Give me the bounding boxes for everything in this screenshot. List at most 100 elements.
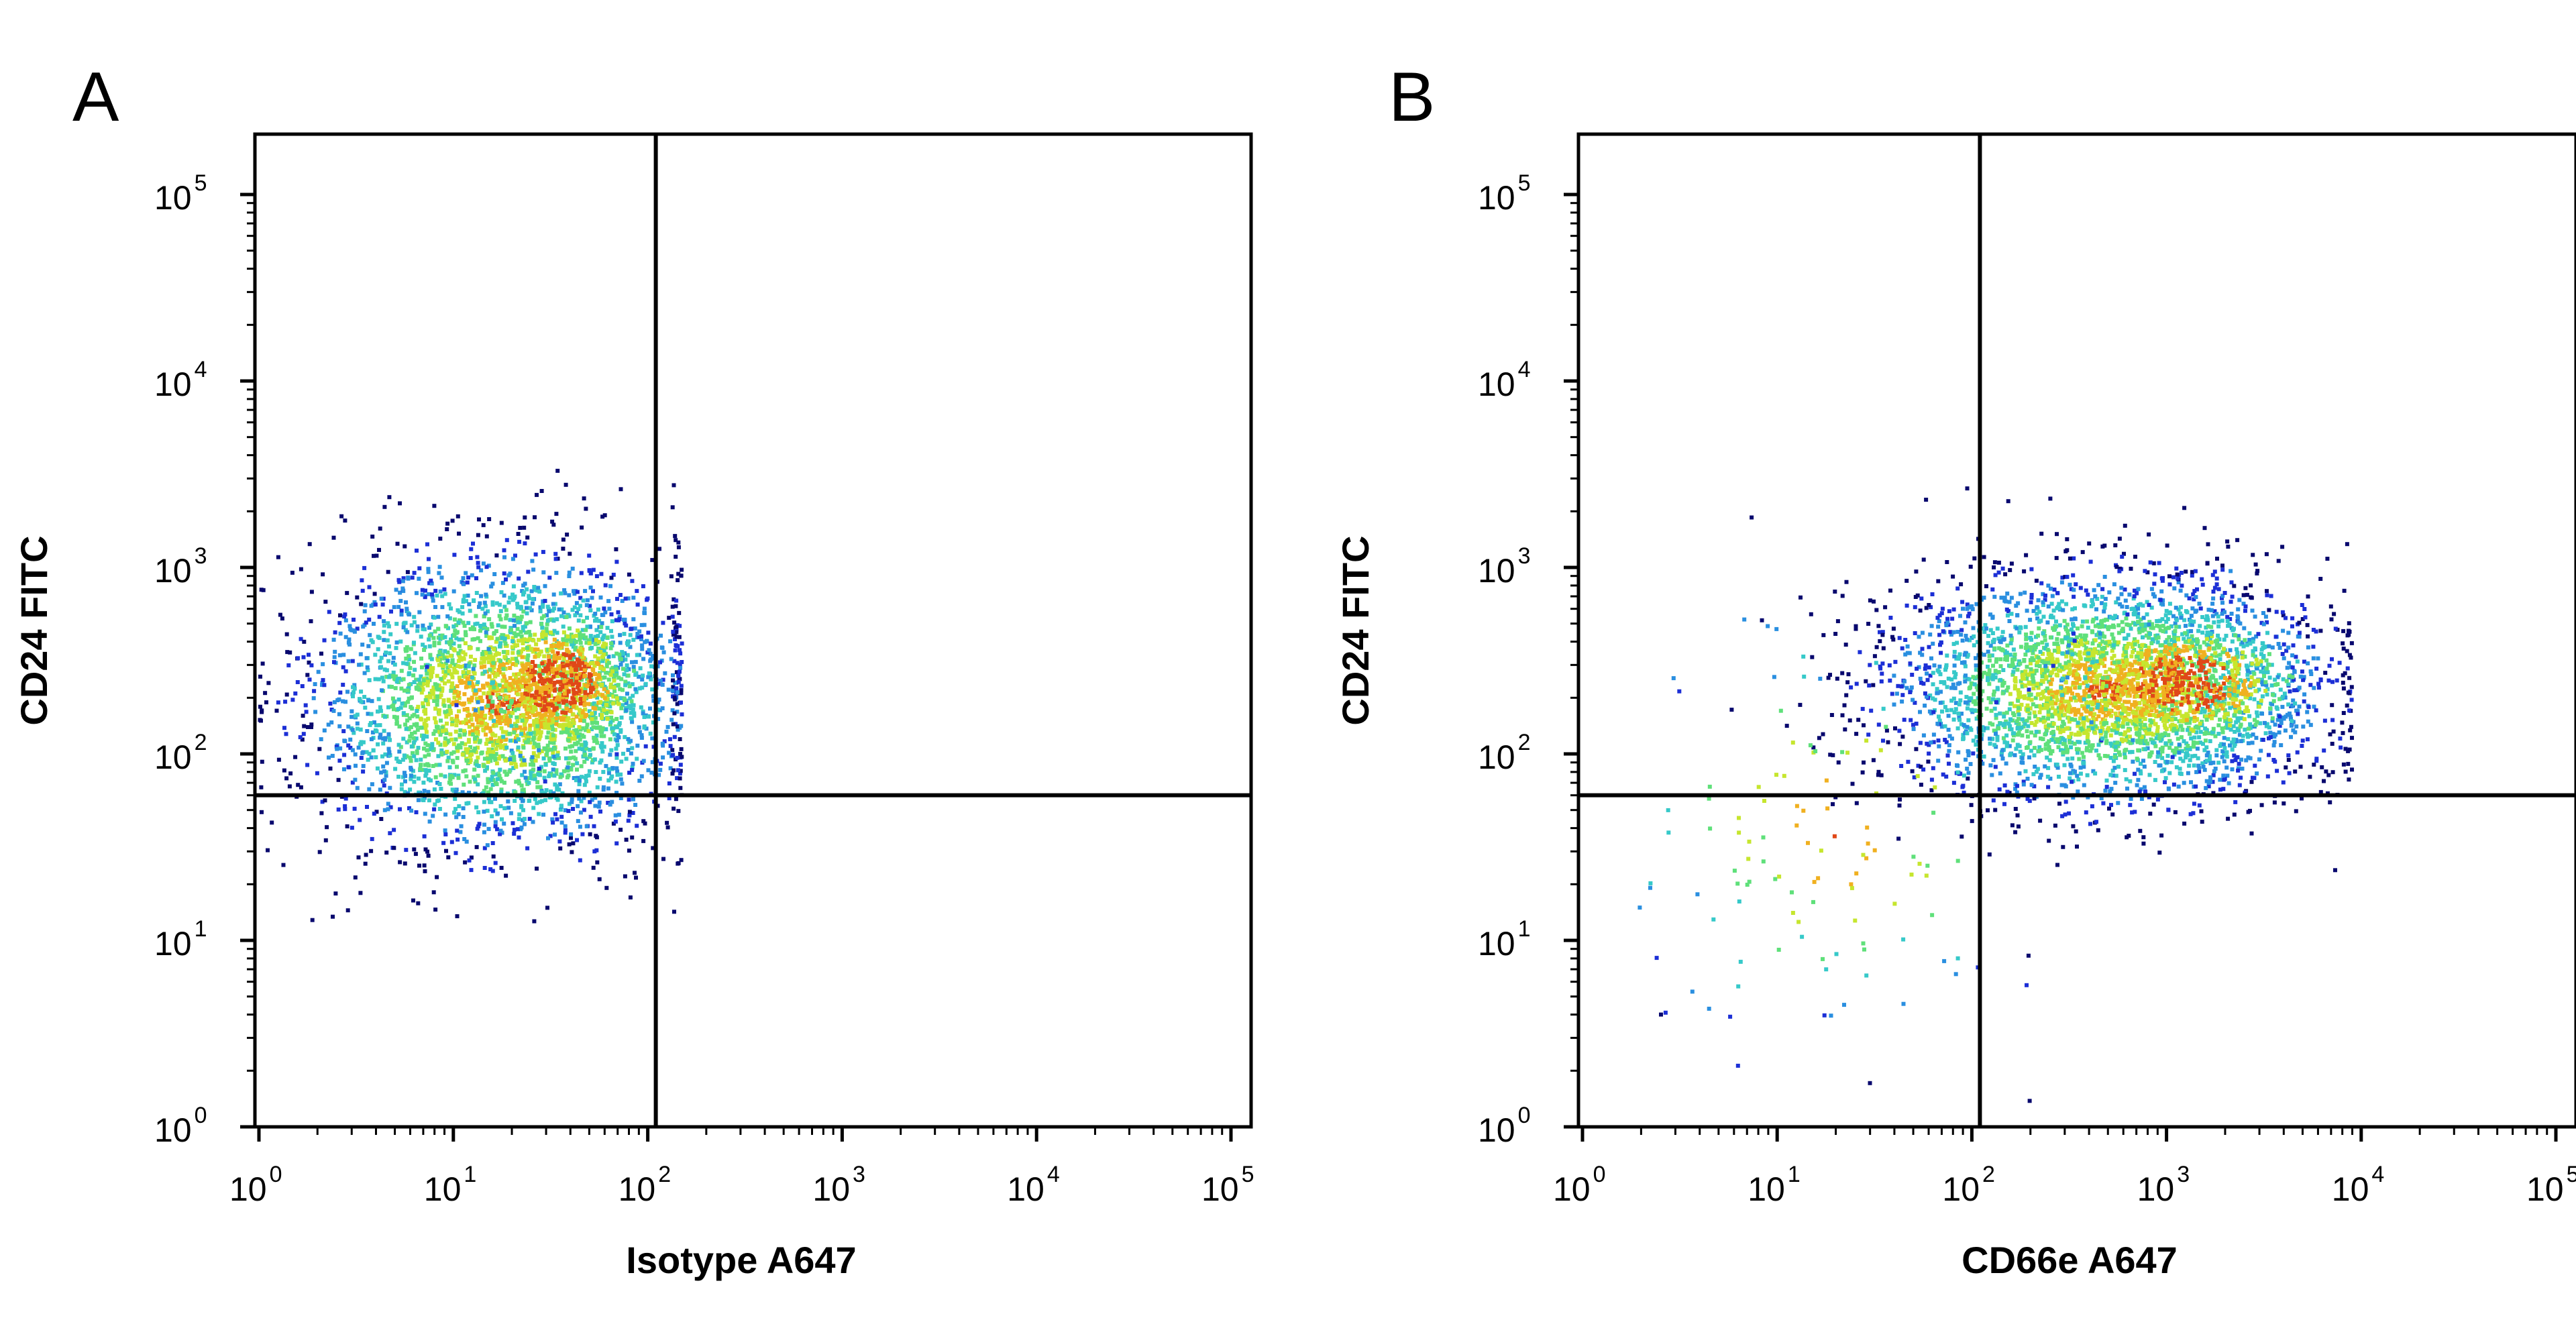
event-point bbox=[625, 668, 629, 673]
event-point bbox=[576, 734, 581, 739]
event-point bbox=[400, 757, 405, 762]
event-point bbox=[384, 761, 389, 765]
event-point bbox=[2080, 550, 2085, 555]
event-point bbox=[577, 630, 582, 635]
event-point bbox=[547, 709, 552, 714]
event-point bbox=[2300, 603, 2304, 607]
event-point bbox=[670, 688, 675, 693]
event-point bbox=[2224, 755, 2229, 759]
event-point bbox=[525, 779, 529, 783]
event-point bbox=[329, 720, 334, 725]
event-point bbox=[1951, 682, 1955, 687]
event-point bbox=[1949, 736, 1954, 741]
event-point bbox=[2082, 765, 2086, 769]
event-point bbox=[445, 521, 450, 526]
event-point bbox=[678, 763, 683, 767]
event-point bbox=[504, 745, 509, 750]
event-point bbox=[398, 590, 402, 595]
event-point bbox=[455, 749, 460, 753]
event-point bbox=[597, 618, 602, 623]
event-point bbox=[601, 644, 606, 649]
event-point bbox=[660, 682, 665, 687]
event-point bbox=[1974, 602, 1979, 606]
event-point bbox=[558, 775, 563, 779]
event-point bbox=[502, 604, 507, 609]
event-point bbox=[476, 647, 480, 651]
event-point bbox=[584, 728, 588, 732]
event-point bbox=[580, 655, 585, 659]
event-point bbox=[564, 756, 568, 761]
event-point bbox=[598, 744, 603, 749]
event-point bbox=[622, 672, 627, 677]
event-point bbox=[2063, 661, 2068, 665]
event-point bbox=[559, 820, 564, 825]
event-point bbox=[2216, 619, 2221, 624]
event-point bbox=[515, 701, 519, 706]
event-point bbox=[455, 745, 460, 750]
event-point bbox=[543, 715, 547, 719]
event-point bbox=[599, 683, 604, 688]
event-point bbox=[400, 782, 404, 787]
event-point bbox=[394, 588, 398, 592]
event-point bbox=[541, 570, 546, 575]
event-point bbox=[550, 668, 555, 673]
event-point bbox=[469, 717, 474, 722]
event-point bbox=[551, 592, 556, 597]
event-point bbox=[476, 565, 481, 569]
event-point bbox=[508, 714, 513, 718]
event-point bbox=[485, 627, 490, 631]
event-point bbox=[438, 637, 443, 641]
event-point bbox=[390, 696, 395, 701]
event-point bbox=[537, 767, 541, 771]
event-point bbox=[415, 628, 420, 633]
event-point bbox=[541, 756, 546, 761]
event-point bbox=[574, 673, 579, 677]
event-point bbox=[2123, 587, 2127, 592]
event-point bbox=[401, 589, 406, 594]
event-point bbox=[455, 664, 460, 669]
event-point bbox=[2036, 598, 2041, 602]
event-point bbox=[518, 751, 523, 755]
event-point bbox=[449, 716, 454, 721]
event-point bbox=[423, 726, 428, 730]
event-point bbox=[572, 700, 577, 705]
event-point bbox=[624, 706, 629, 710]
event-point bbox=[522, 525, 527, 530]
event-point bbox=[2063, 625, 2068, 630]
event-point bbox=[542, 679, 547, 684]
event-point bbox=[644, 726, 649, 731]
event-point bbox=[628, 704, 632, 708]
event-point bbox=[566, 809, 571, 814]
event-point bbox=[627, 813, 632, 818]
event-point bbox=[2008, 653, 2012, 657]
event-point bbox=[628, 895, 633, 899]
event-point bbox=[304, 710, 309, 714]
event-point bbox=[673, 534, 678, 539]
event-point bbox=[460, 611, 465, 616]
event-point bbox=[587, 709, 592, 714]
event-point bbox=[439, 718, 443, 723]
event-point bbox=[506, 684, 511, 689]
event-point bbox=[1988, 612, 1992, 617]
event-point bbox=[423, 588, 427, 593]
event-point bbox=[2058, 703, 2063, 708]
event-point bbox=[648, 706, 652, 711]
event-point bbox=[678, 648, 682, 653]
event-point bbox=[466, 575, 471, 580]
event-point bbox=[423, 708, 428, 712]
event-point bbox=[478, 688, 482, 692]
event-point bbox=[385, 638, 390, 643]
event-point bbox=[569, 836, 573, 840]
event-point bbox=[552, 637, 557, 642]
event-point bbox=[618, 633, 623, 637]
y-tick-label: 10 1 bbox=[154, 916, 207, 963]
event-point bbox=[563, 830, 568, 835]
event-point bbox=[359, 602, 364, 606]
event-point bbox=[612, 678, 616, 683]
event-point bbox=[627, 771, 632, 775]
event-point bbox=[595, 690, 600, 695]
event-point bbox=[515, 626, 520, 631]
event-point bbox=[675, 710, 680, 714]
event-point bbox=[529, 731, 533, 736]
